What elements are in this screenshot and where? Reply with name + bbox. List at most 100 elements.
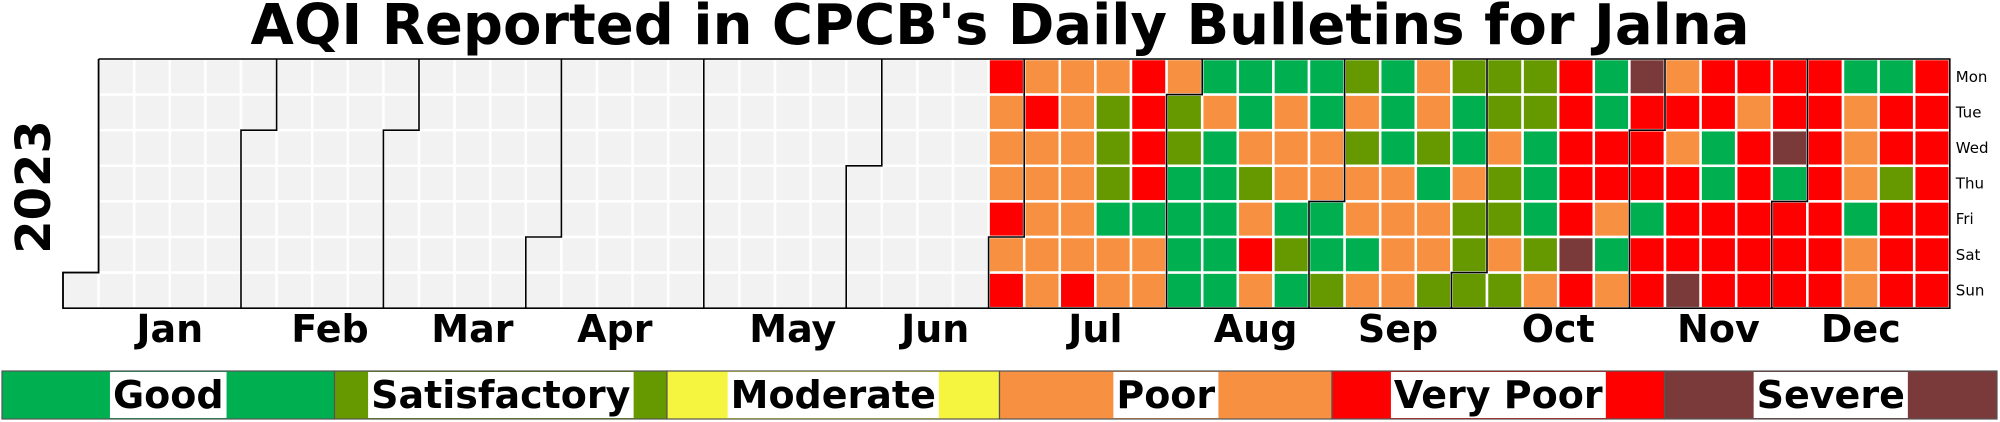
- day-cell: [1485, 93, 1524, 132]
- day-cell: [560, 271, 599, 310]
- month-boundary: [382, 59, 420, 309]
- day-cell: [204, 271, 243, 310]
- day-cell: [1200, 235, 1240, 274]
- day-cell: [346, 200, 385, 239]
- day-cell: [382, 164, 421, 203]
- day-cell: [916, 271, 955, 310]
- day-cell: [488, 128, 528, 168]
- day-cell: [1236, 57, 1275, 96]
- day-cell: [1841, 200, 1880, 239]
- day-cell: [916, 164, 955, 203]
- day-cell: [1058, 57, 1097, 96]
- calendar-outline: [62, 58, 1951, 309]
- day-cell: [951, 93, 990, 132]
- day-cell: [1129, 164, 1168, 203]
- month-label: Dec: [1821, 307, 1901, 351]
- day-cell: [168, 57, 207, 96]
- day-cell: [631, 164, 670, 203]
- day-cell: [1378, 93, 1418, 132]
- day-cell: [702, 200, 741, 239]
- day-cell: [346, 164, 385, 203]
- day-cell: [382, 128, 421, 168]
- day-cell: [1699, 271, 1738, 310]
- day-cell: [346, 93, 385, 132]
- day-cell: [844, 235, 884, 274]
- day-cell: [1592, 57, 1631, 96]
- day-cell: [595, 271, 634, 310]
- day-cell: [1770, 271, 1809, 310]
- day-cell: [453, 128, 492, 168]
- day-cell: [1129, 93, 1168, 132]
- day-cell: [880, 235, 919, 274]
- day-cell: [595, 128, 634, 168]
- day-cell: [1699, 235, 1738, 274]
- day-cell: [951, 164, 990, 203]
- day-cell: [560, 128, 599, 168]
- day-cell: [738, 128, 777, 168]
- day-cell: [1699, 128, 1738, 168]
- day-cell: [132, 93, 172, 132]
- day-cell: [524, 164, 563, 203]
- day-cell: [631, 93, 670, 132]
- day-cell: [417, 235, 456, 274]
- day-cell: [1272, 235, 1311, 274]
- day-cell: [275, 57, 314, 96]
- day-cell: [1200, 128, 1240, 168]
- day-cell: [524, 128, 563, 168]
- day-cell: [1592, 271, 1631, 310]
- day-cell: [453, 57, 492, 96]
- day-cell: [1200, 200, 1240, 239]
- day-cell: [1912, 200, 1952, 239]
- day-cell: [631, 200, 670, 239]
- day-cell: [1094, 164, 1133, 203]
- day-cell: [1912, 93, 1952, 132]
- day-cell: [1058, 271, 1097, 310]
- day-cell: [880, 128, 919, 168]
- day-cell: [1307, 93, 1346, 132]
- day-cell: [1450, 57, 1489, 96]
- day-cell: [1877, 164, 1916, 203]
- day-cell: [1734, 271, 1774, 310]
- day-cell: [1485, 164, 1524, 203]
- day-cell: [773, 235, 812, 274]
- day-cell: [1272, 271, 1311, 310]
- day-cell: [1200, 164, 1240, 203]
- day-cell: [1307, 271, 1346, 310]
- day-cell: [524, 57, 563, 96]
- day-cell: [1877, 93, 1916, 132]
- day-cell: [1058, 164, 1097, 203]
- month-boundary: [845, 59, 883, 309]
- day-cell: [1592, 200, 1631, 239]
- day-cell: [168, 200, 207, 239]
- day-cell: [346, 128, 385, 168]
- day-cell: [1521, 200, 1560, 239]
- day-cell: [1343, 200, 1382, 239]
- day-cell: [702, 271, 741, 310]
- day-cell: [1414, 57, 1453, 96]
- legend-label-background: [109, 372, 227, 418]
- day-cell: [666, 200, 706, 239]
- day-cell: [1378, 128, 1418, 168]
- day-cell: [1841, 93, 1880, 132]
- day-cell: [773, 93, 812, 132]
- day-cell: [168, 93, 207, 132]
- day-cell: [951, 200, 990, 239]
- day-cell: [809, 57, 848, 96]
- day-cell: [1734, 128, 1774, 168]
- day-cell: [97, 235, 136, 274]
- day-cell: [1877, 128, 1916, 168]
- day-cell: [1307, 235, 1346, 274]
- day-cell: [310, 57, 350, 96]
- legend-label: Very Poor: [1394, 373, 1603, 417]
- day-cell: [1699, 57, 1738, 96]
- day-cell: [595, 235, 634, 274]
- day-cell: [1343, 128, 1382, 168]
- day-cell: [560, 235, 599, 274]
- day-cell: [809, 164, 848, 203]
- day-cell: [382, 93, 421, 132]
- day-cell: [844, 57, 884, 96]
- day-cell: [666, 271, 706, 310]
- day-cell: [1450, 271, 1489, 310]
- day-cell: [1022, 200, 1062, 239]
